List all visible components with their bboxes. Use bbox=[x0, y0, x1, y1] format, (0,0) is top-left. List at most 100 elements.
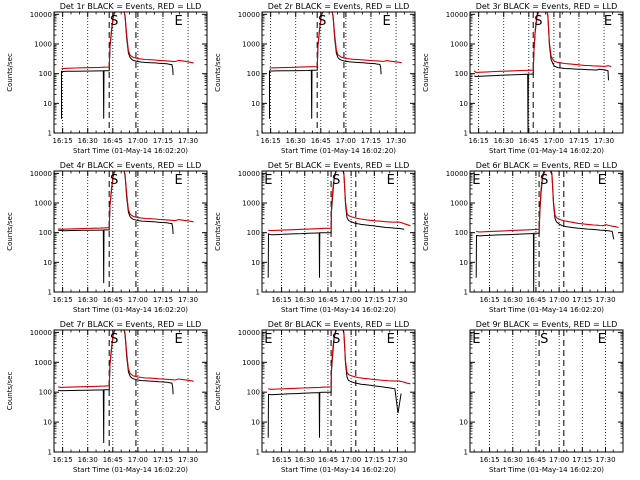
marker-e: E bbox=[598, 173, 606, 188]
events-series-line bbox=[61, 12, 174, 119]
marker-e: E bbox=[472, 332, 480, 347]
marker-e: E bbox=[387, 332, 395, 347]
plot-frame bbox=[261, 170, 416, 293]
x-tick-label: 16:45 bbox=[519, 137, 539, 145]
x-tick-label: 17:30 bbox=[595, 456, 615, 464]
plot-frame bbox=[261, 329, 416, 453]
x-tick-label: 17:00 bbox=[341, 456, 361, 464]
y-axis-label: Counts/sec bbox=[6, 53, 14, 92]
x-tick-label: 17:30 bbox=[387, 456, 407, 464]
y-axis-label: Counts/sec bbox=[214, 53, 222, 92]
x-tick-label: 17:30 bbox=[178, 456, 198, 464]
x-tick-label: 16:15 bbox=[271, 296, 291, 304]
marker-e: E bbox=[598, 332, 606, 347]
y-axis-label: Counts/sec bbox=[214, 372, 222, 411]
y-tick-label: 1 bbox=[464, 130, 468, 138]
x-tick-label: 17:15 bbox=[153, 137, 173, 145]
marker-e: E bbox=[264, 332, 272, 347]
x-tick-label: 17:00 bbox=[336, 137, 356, 145]
y-tick-label: 10000 bbox=[30, 170, 52, 178]
x-tick-label: 16:45 bbox=[526, 296, 546, 304]
plot-frame bbox=[469, 170, 624, 293]
x-axis-label: Start Time (01-May-14 16:02:20) bbox=[281, 147, 396, 155]
x-tick-label: 16:45 bbox=[103, 137, 123, 145]
marker-s: S bbox=[110, 173, 118, 188]
x-tick-label: 17:00 bbox=[544, 137, 564, 145]
x-tick-label: 17:30 bbox=[595, 296, 615, 304]
y-tick-label: 100 bbox=[39, 389, 52, 397]
y-tick-label: 1 bbox=[48, 130, 52, 138]
x-axis-label: Start Time (01-May-14 16:02:20) bbox=[281, 306, 396, 314]
y-tick-label: 10 bbox=[459, 100, 468, 108]
x-tick-label: 17:15 bbox=[572, 456, 592, 464]
x-tick-label: 16:15 bbox=[271, 456, 291, 464]
x-tick-label: 16:45 bbox=[103, 456, 123, 464]
y-tick-label: 1 bbox=[48, 289, 52, 297]
x-tick-label: 16:30 bbox=[295, 456, 315, 464]
lld-series-line bbox=[268, 171, 411, 232]
x-tick-label: 16:30 bbox=[503, 456, 523, 464]
marker-s: S bbox=[540, 173, 548, 188]
plot-frame bbox=[261, 11, 416, 134]
x-tick-label: 17:00 bbox=[549, 296, 569, 304]
events-series-line bbox=[58, 330, 174, 444]
y-tick-label: 1 bbox=[256, 130, 260, 138]
x-tick-label: 16:15 bbox=[53, 456, 73, 464]
y-tick-label: 1 bbox=[464, 449, 468, 457]
panel-title: Det 2r BLACK = Events, RED = LLD bbox=[268, 2, 410, 11]
panel-2: S E 1 10 100 1000 10000 16:15 16:30 16:45 17:00 17:… bbox=[214, 2, 416, 155]
lld-series-line bbox=[473, 12, 612, 73]
y-axis-label: Counts/sec bbox=[214, 212, 222, 251]
panel-7: S E 1 10 100 1000 10000 16:15 16:30 16:45 17:00 17:… bbox=[6, 320, 208, 474]
panel-title: Det 9r BLACK = Events, RED = LLD bbox=[476, 320, 618, 329]
x-tick-label: 17:15 bbox=[364, 456, 384, 464]
plot-frame bbox=[53, 170, 208, 293]
lld-series-line bbox=[58, 330, 194, 388]
marker-s: S bbox=[332, 173, 340, 188]
y-tick-label: 10000 bbox=[446, 11, 468, 19]
lld-series-line bbox=[58, 171, 194, 230]
marker-e: E bbox=[387, 173, 395, 188]
x-tick-label: 17:30 bbox=[178, 296, 198, 304]
marker-e: E bbox=[383, 14, 391, 29]
y-tick-label: 100 bbox=[247, 389, 260, 397]
x-tick-label: 17:15 bbox=[153, 296, 173, 304]
x-axis-label: Start Time (01-May-14 16:02:20) bbox=[281, 466, 396, 474]
x-axis-label: Start Time (01-May-14 16:02:20) bbox=[73, 306, 188, 314]
panel-title: Det 5r BLACK = Events, RED = LLD bbox=[268, 161, 410, 170]
y-tick-label: 1000 bbox=[242, 41, 260, 49]
y-tick-label: 100 bbox=[247, 70, 260, 78]
x-axis-label: Start Time (01-May-14 16:02:20) bbox=[73, 466, 188, 474]
y-tick-label: 100 bbox=[455, 70, 468, 78]
y-axis-label: Counts/sec bbox=[6, 372, 14, 411]
marker-s: S bbox=[318, 14, 326, 29]
x-tick-label: 16:45 bbox=[526, 456, 546, 464]
y-tick-label: 1 bbox=[464, 289, 468, 297]
lld-series-line bbox=[268, 330, 411, 390]
y-tick-label: 100 bbox=[39, 70, 52, 78]
x-tick-label: 16:45 bbox=[311, 137, 331, 145]
y-tick-label: 10 bbox=[43, 419, 52, 427]
x-tick-label: 16:45 bbox=[103, 296, 123, 304]
marker-e: E bbox=[175, 173, 183, 188]
x-tick-label: 16:45 bbox=[318, 296, 338, 304]
y-tick-label: 10000 bbox=[238, 170, 260, 178]
x-tick-label: 16:30 bbox=[78, 456, 98, 464]
x-tick-label: 16:30 bbox=[286, 137, 306, 145]
x-tick-label: 16:15 bbox=[53, 137, 73, 145]
x-tick-label: 17:00 bbox=[128, 137, 148, 145]
panel-title: Det 3r BLACK = Events, RED = LLD bbox=[476, 2, 618, 11]
events-series-line bbox=[474, 12, 609, 133]
marker-s: S bbox=[332, 332, 340, 347]
y-tick-label: 10 bbox=[459, 259, 468, 267]
x-axis-label: Start Time (01-May-14 16:02:20) bbox=[73, 147, 188, 155]
x-tick-label: 16:15 bbox=[469, 137, 489, 145]
events-series-line bbox=[58, 171, 174, 284]
panel-title: Det 7r BLACK = Events, RED = LLD bbox=[60, 320, 202, 329]
y-tick-label: 10 bbox=[251, 419, 260, 427]
x-tick-label: 17:15 bbox=[572, 296, 592, 304]
x-tick-label: 17:30 bbox=[386, 137, 406, 145]
x-tick-label: 17:15 bbox=[364, 296, 384, 304]
